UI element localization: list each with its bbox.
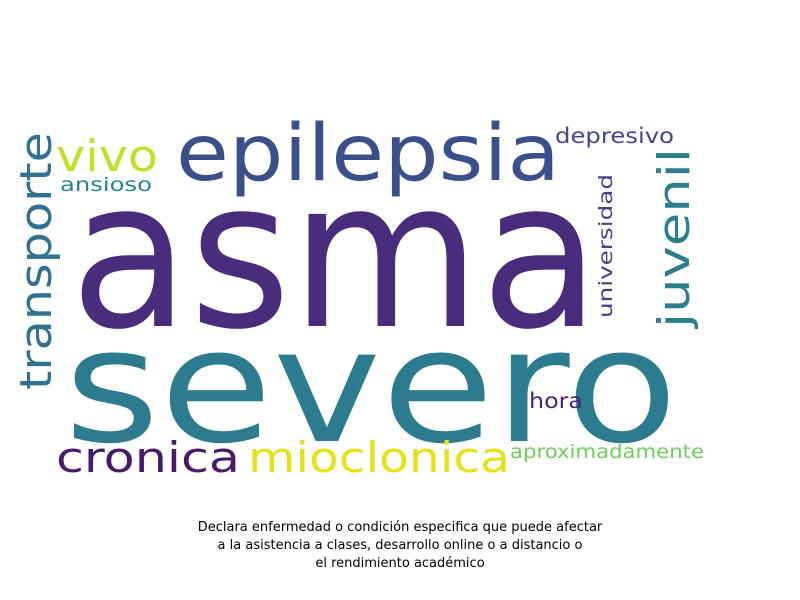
caption-line-2: a la asistencia a clases, desarrollo onl… xyxy=(217,538,583,553)
word-depresivo: depresivo xyxy=(555,124,674,148)
word-universidad: universidad xyxy=(595,174,617,318)
caption-line-3: el rendimiento académico xyxy=(315,556,485,571)
word-ansioso: ansioso xyxy=(60,174,152,196)
word-epilepsia: epilepsia xyxy=(176,109,560,199)
caption-line-1: Declara enfermedad o condición especific… xyxy=(197,520,603,535)
word-transporte: transporte xyxy=(11,132,62,390)
word-vivo: vivo xyxy=(56,131,158,182)
word-mioclonica: mioclonica xyxy=(248,433,510,482)
word-hora: hora xyxy=(529,389,583,413)
word-aproximadamente: aproximadamente xyxy=(510,441,704,463)
word-cronica: cronica xyxy=(56,433,240,482)
caption: Declara enfermedad o condición especific… xyxy=(0,519,800,573)
word-severo: severo xyxy=(64,295,678,479)
word-asma: asma xyxy=(70,137,600,375)
word-juvenil: juvenil xyxy=(649,148,700,329)
